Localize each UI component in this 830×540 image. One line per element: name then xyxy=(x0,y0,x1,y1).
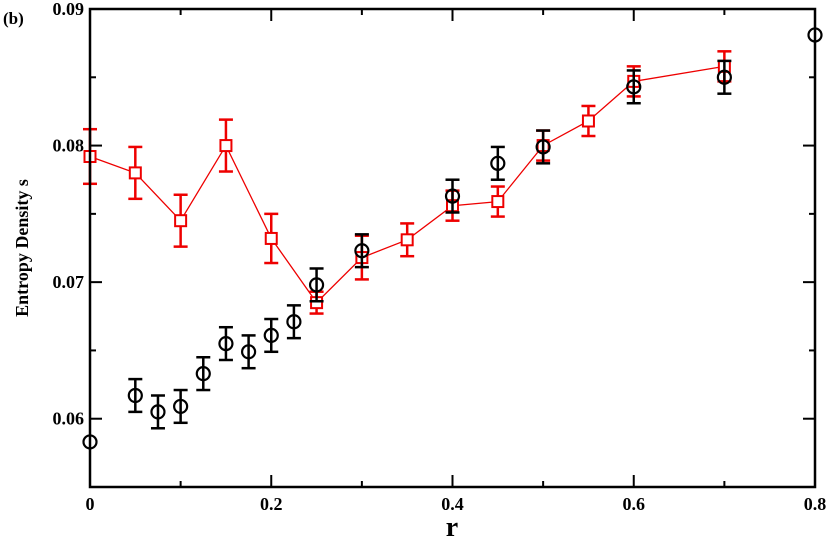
x-tick-label: 0 xyxy=(86,494,95,514)
data-point-circle xyxy=(354,243,370,259)
data-point-circle xyxy=(263,327,279,344)
data-point-square xyxy=(400,233,414,247)
y-tick-label: 0.08 xyxy=(53,136,85,156)
data-point-square xyxy=(174,214,188,228)
data-point-circle xyxy=(535,139,551,155)
data-point-circle xyxy=(444,188,461,204)
y-axis-label: Entropy Density s xyxy=(12,179,32,317)
plot-frame xyxy=(88,7,817,489)
panel-label: (b) xyxy=(3,9,24,28)
data-point-square xyxy=(219,139,233,153)
y-tick-label: 0.06 xyxy=(53,409,85,429)
data-point-square xyxy=(581,114,595,128)
y-tick-label: 0.07 xyxy=(53,272,85,292)
data-point-square xyxy=(491,195,505,209)
x-axis-label: r xyxy=(446,512,458,540)
data-point-circle xyxy=(626,79,642,95)
data-point-circle xyxy=(240,344,257,360)
data-point-circle xyxy=(308,277,325,293)
series-line xyxy=(89,65,725,304)
data-point-square xyxy=(128,166,142,180)
data-point-circle xyxy=(286,314,302,330)
series-circles xyxy=(82,27,823,450)
data-point-circle xyxy=(173,398,189,415)
data-point-circle xyxy=(716,69,732,85)
x-tick-label: 0.4 xyxy=(441,494,464,514)
data-point-circle xyxy=(127,387,143,404)
data-point-square xyxy=(264,231,278,245)
data-point-circle xyxy=(490,155,506,171)
data-point-circle xyxy=(195,366,211,382)
plot-area xyxy=(82,27,823,450)
data-point-circle xyxy=(218,336,234,352)
axes: 0 0.2 0.4 0.6 0.8 0.06 0.07 0.08 0.09 xyxy=(53,0,827,514)
y-tick-label: 0.09 xyxy=(53,0,85,19)
x-tick-label: 0.2 xyxy=(260,494,283,514)
data-point-circle xyxy=(150,404,166,420)
x-tick-label: 0.6 xyxy=(623,494,646,514)
x-tick-label: 0.8 xyxy=(804,494,827,514)
